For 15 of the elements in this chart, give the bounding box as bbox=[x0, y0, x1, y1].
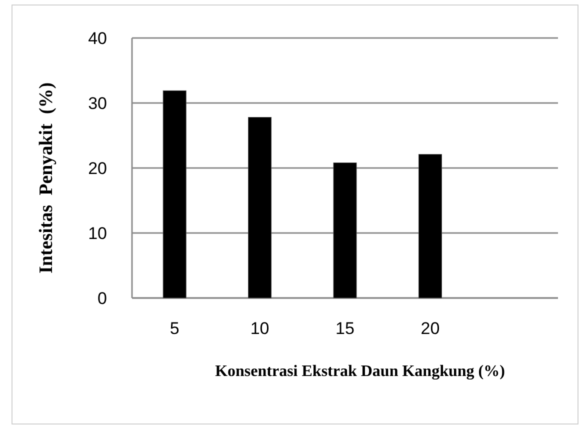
y-axis-title: Intesitas Penyakit (%) bbox=[36, 82, 57, 274]
bar bbox=[333, 162, 357, 298]
x-tick-label: 10 bbox=[250, 318, 270, 338]
x-axis-title: Konsentrasi Ekstrak Daun Kangkung (%) bbox=[215, 363, 505, 380]
y-tick-label: 30 bbox=[88, 94, 107, 113]
y-tick-label: 40 bbox=[88, 28, 107, 48]
x-tick-label: 15 bbox=[336, 318, 354, 338]
x-tick-label: 5 bbox=[170, 318, 180, 338]
y-tick-label: 10 bbox=[88, 224, 107, 243]
bar bbox=[162, 90, 186, 298]
bar bbox=[248, 117, 272, 298]
bar bbox=[418, 154, 442, 298]
y-tick-label: 20 bbox=[88, 158, 107, 178]
x-tick-label: 20 bbox=[420, 318, 440, 338]
y-tick-label: 0 bbox=[98, 288, 107, 308]
